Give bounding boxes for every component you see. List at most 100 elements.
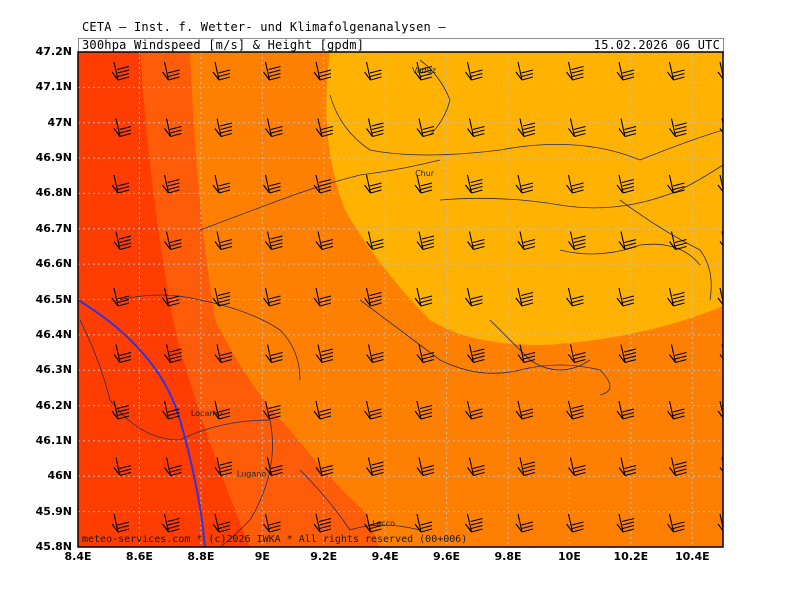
wind-barb: [313, 513, 332, 533]
lon-tick-label: 8.8E: [187, 550, 215, 563]
wind-barb: [162, 400, 180, 420]
wind-barb: [515, 400, 534, 420]
wind-barb: [263, 513, 281, 533]
wind-barb: [111, 513, 130, 533]
chart-title: CETA — Inst. f. Wetter- und Klimafolgena…: [82, 20, 446, 34]
valid-datetime: 15.02.2026 06 UTC: [593, 38, 720, 52]
lat-tick-label: 46.2N: [35, 398, 72, 412]
wind-barb: [416, 344, 435, 364]
wind-barb: [111, 61, 130, 81]
wind-barb: [515, 287, 534, 307]
wind-barb: [717, 61, 723, 80]
wind-barb: [616, 174, 635, 194]
height-contour: [78, 299, 206, 547]
wind-barb: [669, 231, 687, 251]
wind-barb: [616, 400, 635, 420]
wind-barb: [467, 118, 485, 138]
wind-barb: [465, 400, 483, 420]
wind-barb: [669, 118, 687, 138]
wind-barb: [517, 118, 536, 138]
wind-barb: [568, 231, 586, 251]
lat-tick-label: 46.6N: [35, 257, 72, 271]
wind-barb: [467, 231, 485, 251]
wind-barb: [164, 344, 182, 364]
wind-barb: [517, 231, 536, 251]
lon-tick-label: 9E: [254, 550, 270, 563]
wind-barb: [164, 231, 182, 251]
wind-barb: [667, 287, 685, 307]
speed-band-5: [326, 52, 723, 345]
wind-barb: [313, 400, 332, 420]
wind-barb: [414, 287, 433, 307]
wind-barb: [517, 457, 536, 477]
lat-tick-label: 46.5N: [35, 292, 72, 306]
wind-barb: [515, 513, 534, 533]
chart-subtitle: 300hpa_Windspeed_[m/s]_&_Height_[gpdm]: [82, 38, 365, 52]
wind-barb: [669, 344, 687, 364]
wind-barb: [164, 457, 182, 477]
wind-barb: [263, 400, 281, 420]
wind-barb: [568, 118, 586, 138]
wind-barb: [566, 61, 584, 81]
wind-barb: [465, 513, 483, 533]
wind-barb: [467, 344, 485, 364]
wind-barb: [566, 400, 584, 420]
lon-tick-label: 9.8E: [494, 550, 522, 563]
wind-barb: [164, 118, 182, 138]
wind-barb: [669, 457, 687, 477]
border-line: [219, 419, 273, 547]
wind-barb: [465, 287, 483, 307]
wind-barb: [717, 513, 723, 532]
wind-barb: [618, 118, 637, 138]
wind-barb: [366, 344, 384, 364]
lat-tick-label: 45.8N: [35, 540, 72, 553]
wind-barb: [515, 174, 534, 194]
wind-barb: [414, 174, 433, 194]
wind-barb: [162, 174, 180, 194]
wind-barb: [315, 231, 334, 251]
border-line: [329, 94, 723, 161]
wind-barb: [113, 344, 132, 364]
wind-barb: [113, 118, 132, 138]
border-line: [439, 164, 723, 209]
city-label: Lecco: [372, 519, 395, 528]
wind-barb: [265, 344, 283, 364]
lat-tick-label: 46.3N: [35, 363, 72, 377]
wind-barb: [616, 287, 635, 307]
wind-barb: [212, 174, 231, 194]
wind-barb: [313, 287, 332, 307]
wind-barb: [366, 118, 384, 138]
border-line: [419, 59, 451, 136]
wind-barb: [618, 344, 637, 364]
lat-tick-label: 47N: [47, 115, 72, 129]
lon-tick-label: 10.2E: [613, 550, 649, 563]
wind-barb: [667, 61, 685, 81]
border-line: [559, 243, 701, 266]
wind-barb: [263, 287, 281, 307]
wind-barb: [263, 61, 281, 81]
lon-tick-label: 9.4E: [371, 550, 399, 563]
wind-barb: [414, 400, 433, 420]
wind-barb: [364, 400, 382, 420]
wind-barb: [212, 513, 231, 533]
wind-barb: [366, 231, 384, 251]
wind-barb: [111, 287, 130, 307]
wind-barb: [618, 457, 637, 477]
wind-barb: [162, 287, 180, 307]
wind-barb: [313, 174, 332, 194]
city-label: Locarno: [191, 409, 223, 418]
wind-barb: [111, 174, 130, 194]
lat-tick-label: 46N: [47, 469, 72, 483]
wind-barb: [162, 513, 180, 533]
city-label: Vaduz: [412, 66, 436, 75]
wind-barb: [717, 287, 723, 306]
wind-barb: [667, 513, 685, 533]
wind-barb: [618, 231, 637, 251]
border-line: [119, 294, 301, 381]
wind-barb: [517, 344, 536, 364]
lat-tick-label: 46.4N: [35, 327, 72, 341]
border-line: [619, 199, 712, 301]
wind-barb: [214, 231, 233, 251]
border-line: [489, 319, 591, 371]
